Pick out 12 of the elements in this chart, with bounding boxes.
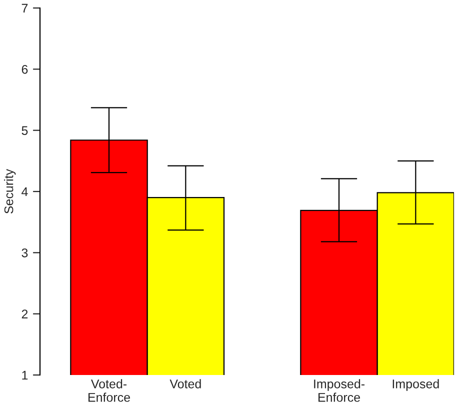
y-tick-label: 1 [22,370,28,380]
y-tick-label: 3 [22,248,28,258]
y-axis-title: Security [4,168,16,214]
y-tick-label: 7 [22,4,28,13]
y-tick-label: 2 [22,310,28,318]
x-tick-label: Imposed [392,379,439,391]
x-tick-label: Voted- Enforce [88,379,130,402]
x-tick-label: Imposed- Enforce [314,379,364,402]
y-tick-label: 5 [22,126,28,135]
y-tick-label: 4 [22,187,28,196]
y-tick-label: 6 [22,64,28,74]
x-tick-label: Voted [170,379,201,388]
